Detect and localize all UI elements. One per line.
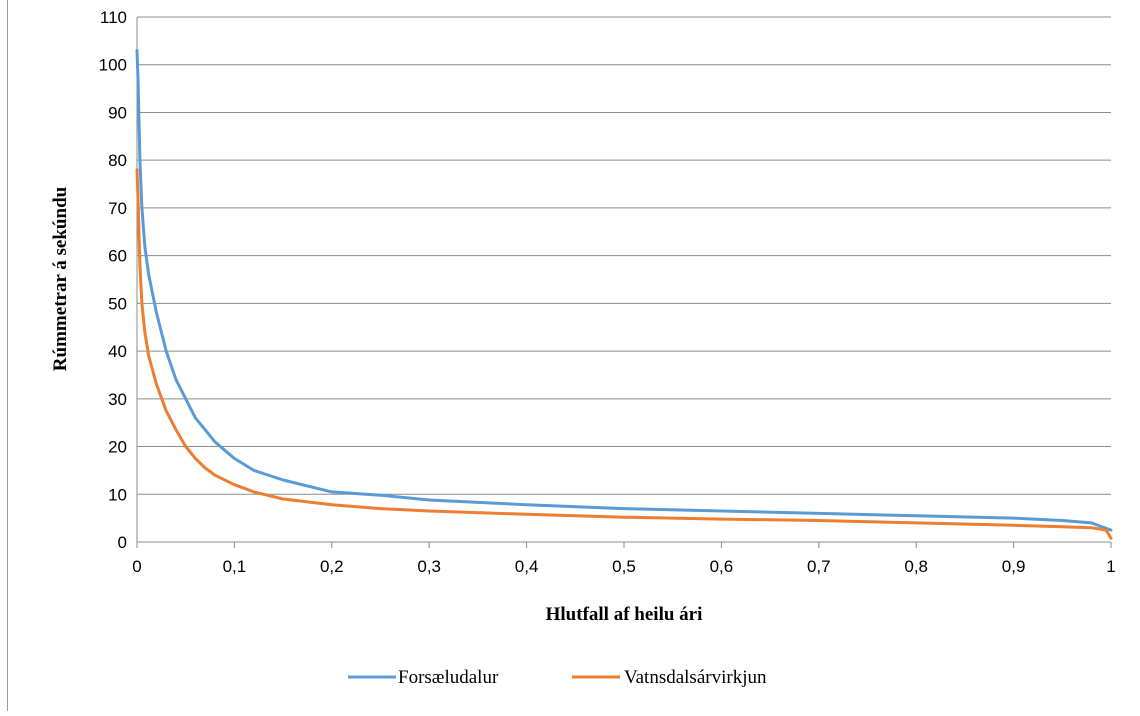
x-tick-label: 0,1: [223, 557, 247, 576]
series-line-forsaeludalur: [135, 48, 1113, 532]
y-tick-label: 70: [108, 199, 127, 218]
x-tick-label: 0: [132, 557, 141, 576]
tick-labels: 0 10 20 30 40 50 60 70 80 90 100 110 0 0,1 0,2 0,3 0,4 0,…: [99, 8, 1116, 576]
legend-label-vatnsdalsarvirkjun: Vatnsdalsárvirkjun: [624, 667, 767, 688]
x-tick-label: 0,3: [417, 557, 441, 576]
y-tick-label: 50: [108, 294, 127, 313]
y-tick-label: 80: [108, 151, 127, 170]
y-tick-label: 90: [108, 103, 127, 122]
series-lines: [135, 48, 1113, 540]
series-line-vatnsdalsarvirkjun: [135, 168, 1113, 540]
x-tick-label: 1: [1106, 557, 1115, 576]
x-tick-label: 0,9: [1002, 557, 1026, 576]
y-tick-label: 100: [99, 56, 127, 75]
y-tick-label: 60: [108, 247, 127, 266]
x-tick-label: 0,4: [515, 557, 539, 576]
y-axis-title: Rúmmetrar á sekúndu: [50, 186, 71, 371]
y-tick-label: 40: [108, 342, 127, 361]
x-axis-title: Hlutfall af heilu ári: [546, 604, 703, 625]
y-tick-label: 0: [118, 533, 127, 552]
legend-label-forsaeludalur: Forsæludalur: [398, 667, 499, 688]
x-tick-label: 0,6: [710, 557, 734, 576]
x-tick-label: 0,7: [807, 557, 831, 576]
y-tick-label: 30: [108, 390, 127, 409]
y-tick-label: 110: [100, 8, 127, 27]
axes: [136, 17, 1112, 548]
x-tick-label: 0,2: [320, 557, 344, 576]
legend: Forsæludalur Vatnsdalsárvirkjun: [348, 667, 767, 688]
x-tick-label: 0,8: [904, 557, 928, 576]
y-tick-label: 10: [108, 485, 127, 504]
gridlines: [137, 16, 1111, 495]
frame-border: [7, 0, 8, 711]
x-tick-label: 0,5: [612, 557, 636, 576]
y-tick-label: 20: [108, 438, 127, 457]
